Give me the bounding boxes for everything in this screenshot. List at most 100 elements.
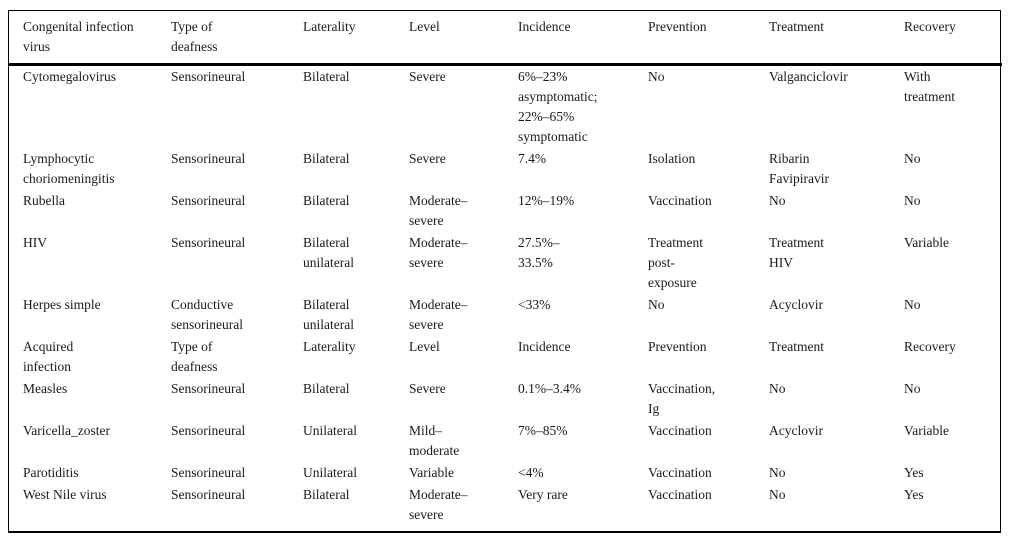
column-header-incidence: Incidence xyxy=(504,11,634,66)
table-cell: Very rare xyxy=(518,487,568,502)
table-cell: Mild– moderate xyxy=(409,423,460,458)
table-cell: Bilateral xyxy=(303,193,350,208)
table-cell: No xyxy=(648,69,665,84)
column-header-laterality: Laterality xyxy=(289,11,395,66)
table-cell: 7.4% xyxy=(518,151,547,166)
table-cell: Treatment xyxy=(769,339,824,354)
table-cell: No xyxy=(769,465,786,480)
table-cell: Prevention xyxy=(648,339,707,354)
table-cell: Sensorineural xyxy=(171,235,246,250)
table-cell: Cytomegalovirus xyxy=(23,69,116,84)
row-hiv: HIV Sensorineural Bilateral unilateral Mode… xyxy=(9,233,1002,295)
row-parotiditis: Parotiditis Sensorineural Unilateral Variab… xyxy=(9,463,1002,485)
table-cell: Sensorineural xyxy=(171,487,246,502)
table-cell: <4% xyxy=(518,465,544,480)
table-cell: 7%–85% xyxy=(518,423,568,438)
table-cell: No xyxy=(904,151,921,166)
table-cell: Conductive sensorineural xyxy=(171,297,243,332)
table-cell: Herpes simple xyxy=(23,297,101,312)
table-cell: Parotiditis xyxy=(23,465,79,480)
table-cell: Bilateral unilateral xyxy=(303,235,354,270)
column-header-prevention: Prevention xyxy=(634,11,755,66)
table-cell: Variable xyxy=(904,423,949,438)
table-cell: No xyxy=(769,487,786,502)
table-cell: Vaccination xyxy=(648,423,712,438)
row-lymphocytic-choriomeningitis: Lymphocytic choriomeningitis Sensorineura… xyxy=(9,149,1002,191)
table-cell: Acyclovir xyxy=(769,423,823,438)
congenital-infections-table: Congenital infection virus Type of deafne… xyxy=(9,11,1002,531)
table-cell: Variable xyxy=(904,235,949,250)
table-cell: No xyxy=(769,381,786,396)
table-cell: Bilateral xyxy=(303,487,350,502)
table-cell: Yes xyxy=(904,465,924,480)
table-cell: Moderate– severe xyxy=(409,193,468,228)
congenital-infections-table-container: Congenital infection virus Type of deafne… xyxy=(8,10,1002,533)
table-cell: Varicella_zoster xyxy=(23,423,110,438)
table-cell: Level xyxy=(409,339,440,354)
header-row: Congenital infection virus Type of deafne… xyxy=(9,11,1002,66)
table-cell: Sensorineural xyxy=(171,151,246,166)
table-cell: No xyxy=(769,193,786,208)
table-cell: 6%–23% asymptomatic; 22%–65% symptomatic xyxy=(518,69,598,144)
column-header-congenital-infection: Congenital infection virus xyxy=(9,11,157,66)
table-cell: Lymphocytic choriomeningitis xyxy=(23,151,115,186)
table-cell: Sensorineural xyxy=(171,381,246,396)
table-cell: Bilateral xyxy=(303,381,350,396)
table-cell: Rubella xyxy=(23,193,65,208)
table-cell: Moderate– severe xyxy=(409,297,468,332)
table-cell: Measles xyxy=(23,381,68,396)
table-cell: No xyxy=(648,297,665,312)
table-cell: Acyclovir xyxy=(769,297,823,312)
table-cell: Variable xyxy=(409,465,454,480)
table-cell: Severe xyxy=(409,381,446,396)
table-cell: 27.5%– 33.5% xyxy=(518,235,560,270)
table-cell: Isolation xyxy=(648,151,696,166)
table-cell: Ribarin Favipiravir xyxy=(769,151,829,186)
row-west-nile-virus: West Nile virus Sensorineural Bilateral Mod… xyxy=(9,485,1002,531)
table-cell: Sensorineural xyxy=(171,423,246,438)
table-cell: Bilateral unilateral xyxy=(303,297,354,332)
table-cell: Vaccination xyxy=(648,465,712,480)
table-cell: Severe xyxy=(409,151,446,166)
table-cell: Bilateral xyxy=(303,151,350,166)
row-cytomegalovirus: Cytomegalovirus Sensorineural Bilateral Sev… xyxy=(9,65,1002,150)
table-cell: Incidence xyxy=(518,339,571,354)
section-header-row-acquired-infection: Acquired infection Type of deafness Latera… xyxy=(9,337,1002,379)
column-header-type-of: Type of deafness xyxy=(157,11,289,66)
table-body: Cytomegalovirus Sensorineural Bilateral Sev… xyxy=(9,65,1002,532)
table-cell: West Nile virus xyxy=(23,487,107,502)
table-cell: Recovery xyxy=(904,339,956,354)
table-cell: No xyxy=(904,297,921,312)
table-cell: Moderate– severe xyxy=(409,235,468,270)
table-cell: Vaccination xyxy=(648,487,712,502)
table-cell: 12%–19% xyxy=(518,193,575,208)
table-cell: Yes xyxy=(904,487,924,502)
table-cell: <33% xyxy=(518,297,551,312)
table-cell: Unilateral xyxy=(303,465,357,480)
table-cell: Unilateral xyxy=(303,423,357,438)
table-cell: Severe xyxy=(409,69,446,84)
table-cell: Treatment post- exposure xyxy=(648,235,703,290)
row-rubella: Rubella Sensorineural Bilateral Moderate– s… xyxy=(9,191,1002,233)
table-cell: No xyxy=(904,193,921,208)
table-cell: Sensorineural xyxy=(171,193,246,208)
table-cell: Sensorineural xyxy=(171,465,246,480)
table-cell: Type of deafness xyxy=(171,339,218,374)
table-cell: With treatment xyxy=(904,69,955,104)
table-cell: Acquired infection xyxy=(23,339,74,374)
table-cell: 0.1%–3.4% xyxy=(518,381,581,396)
table-cell: Treatment HIV xyxy=(769,235,824,270)
row-measles: Measles Sensorineural Bilateral Severe 0.1%–… xyxy=(9,379,1002,421)
column-header-treatment: Treatment xyxy=(755,11,890,66)
row-herpes-simple: Herpes simple Conductive sensorineural Bil… xyxy=(9,295,1002,337)
table-cell: Vaccination, Ig xyxy=(648,381,716,416)
table-cell: Moderate– severe xyxy=(409,487,468,522)
column-header-level: Level xyxy=(395,11,504,66)
row-varicella-zoster: Varicella_zoster Sensorineural Unilateral M… xyxy=(9,421,1002,463)
table-cell: No xyxy=(904,381,921,396)
table-cell: Vaccination xyxy=(648,193,712,208)
table-cell: Valganciclovir xyxy=(769,69,848,84)
table-cell: Laterality xyxy=(303,339,356,354)
table-cell: Sensorineural xyxy=(171,69,246,84)
table-cell: Bilateral xyxy=(303,69,350,84)
